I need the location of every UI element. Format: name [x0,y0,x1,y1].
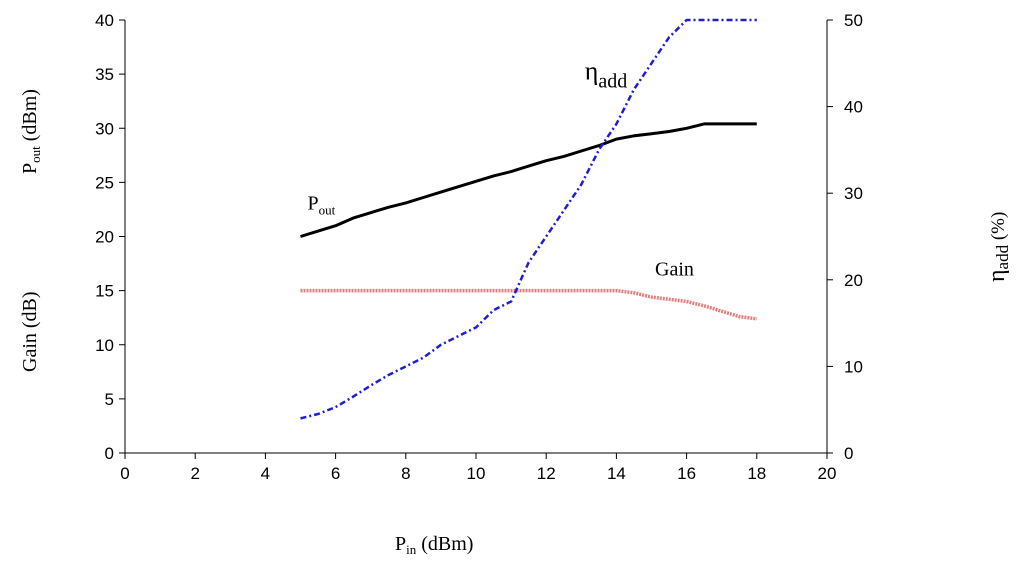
y-left-tick-label: 15 [95,282,114,301]
y-left-tick-label: 5 [105,390,114,409]
x-tick-label: 0 [120,464,129,483]
series-line-pout [300,122,757,238]
x-tick-label: 10 [467,464,486,483]
y-left-tick-label: 0 [105,444,114,463]
y-right-tick-label: 30 [844,184,863,203]
axes [124,20,828,454]
y-left-tick-label: 10 [95,336,114,355]
y-axis-label-gain: Gain (dB) [19,291,41,372]
y-axis-label-pout: Pout (dBm) [19,89,43,174]
x-tick-label: 12 [537,464,556,483]
y-right-tick-label: 20 [844,271,863,290]
y-left-tick-label: 35 [95,65,114,84]
x-tick-label: 4 [261,464,270,483]
series-line-eta [300,18,757,420]
labels: Pin (dBm) Pout (dBm) Gain (dB) ηadd (%) [19,89,1012,557]
y-left-tick-label: 40 [95,11,114,30]
x-tick-label: 8 [401,464,410,483]
y-left-tick-label: 20 [95,228,114,247]
x-tick-label: 6 [331,464,340,483]
y-right-tick-label: 10 [844,357,863,376]
series-line-gain [300,288,758,321]
annotations: Pout Gain ηadd [308,57,694,281]
x-tick-label: 2 [190,464,199,483]
ticks: 0 2 4 6 8 10 12 14 16 18 20 0 5 10 15 20 25 30 35 40 0 10 20 30… [95,11,863,483]
x-tick-label: 14 [607,464,626,483]
y-right-tick-label: 40 [844,98,863,117]
x-axis-label: Pin (dBm) [395,533,473,557]
y-right-tick-label: 0 [844,444,853,463]
y-right-tick-label: 50 [844,11,863,30]
x-tick-label: 18 [747,464,766,483]
y-left-tick-label: 25 [95,173,114,192]
x-tick-label: 16 [677,464,696,483]
y-left-tick-label: 30 [95,119,114,138]
x-tick-label: 20 [818,464,837,483]
y-axis-label-eta: ηadd (%) [984,212,1012,282]
annotation-gain_label: Gain [655,258,694,280]
series [300,18,758,420]
annotation-pout_label: Pout [308,192,336,217]
annotation-eta_label: ηadd [585,57,628,93]
